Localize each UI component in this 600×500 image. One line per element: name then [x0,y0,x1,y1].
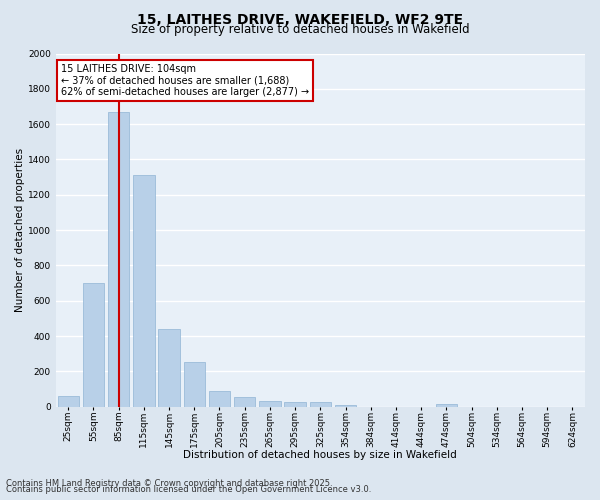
Bar [234,397,256,406]
Y-axis label: Number of detached properties: Number of detached properties [15,148,25,312]
Bar [209,391,230,406]
Bar [284,402,306,406]
Bar [259,402,281,406]
Bar [335,405,356,406]
Bar [436,404,457,406]
Text: Size of property relative to detached houses in Wakefield: Size of property relative to detached ho… [131,22,469,36]
Bar [158,329,180,406]
Bar [83,283,104,406]
Bar [133,176,155,406]
Text: 15 LAITHES DRIVE: 104sqm
← 37% of detached houses are smaller (1,688)
62% of sem: 15 LAITHES DRIVE: 104sqm ← 37% of detach… [61,64,309,98]
Text: Contains HM Land Registry data © Crown copyright and database right 2025.: Contains HM Land Registry data © Crown c… [6,478,332,488]
Bar [184,362,205,406]
Bar [58,396,79,406]
X-axis label: Distribution of detached houses by size in Wakefield: Distribution of detached houses by size … [184,450,457,460]
Bar [310,402,331,406]
Text: Contains public sector information licensed under the Open Government Licence v3: Contains public sector information licen… [6,485,371,494]
Text: 15, LAITHES DRIVE, WAKEFIELD, WF2 9TE: 15, LAITHES DRIVE, WAKEFIELD, WF2 9TE [137,12,463,26]
Bar [108,112,130,406]
